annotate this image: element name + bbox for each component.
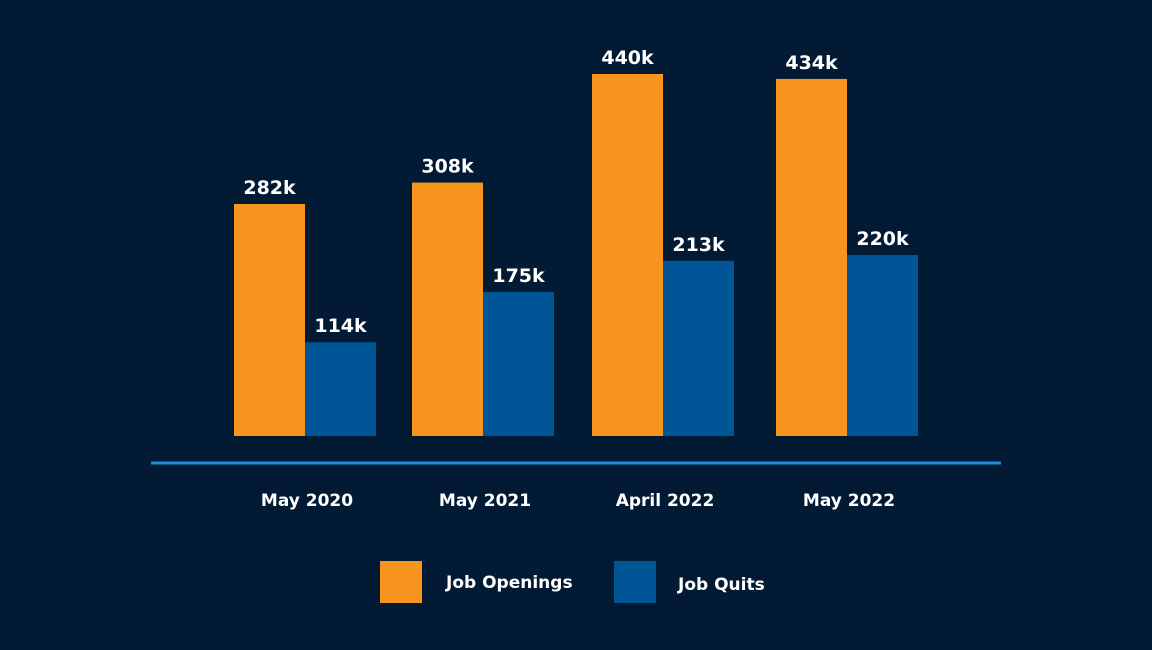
legend-label-job-quits: Job Quits (677, 575, 765, 595)
bar-job-quits (305, 342, 376, 436)
bars-layer: 282k 114k 308k 175k 440k 213k 434k 220k (234, 47, 918, 436)
x-tick-label: May 2020 (261, 491, 353, 511)
x-tick-label: April 2022 (616, 491, 715, 511)
bar-job-openings (776, 78, 847, 436)
legend-swatch-job-quits (614, 561, 656, 603)
x-tick-label: May 2021 (439, 491, 531, 511)
data-label-job-quits: 213k (672, 234, 725, 256)
legend-swatch-job-openings (380, 561, 422, 603)
bar-job-openings (592, 74, 663, 436)
legend: Job Openings Job Quits (380, 561, 765, 603)
data-label-job-quits: 114k (314, 315, 367, 337)
data-label-job-openings: 440k (601, 47, 654, 69)
x-tick-label: May 2022 (803, 491, 895, 511)
bar-job-openings (412, 182, 483, 436)
bar-job-quits (663, 260, 734, 436)
data-label-job-openings: 434k (785, 52, 838, 74)
data-label-job-quits: 220k (856, 228, 909, 250)
data-label-job-openings: 308k (421, 156, 474, 178)
data-label-job-quits: 175k (492, 265, 545, 287)
bar-job-quits (483, 292, 554, 436)
data-label-job-openings: 282k (243, 177, 296, 199)
bar-job-quits (847, 255, 918, 436)
x-tick-labels: May 2020 May 2021 April 2022 May 2022 (261, 491, 895, 511)
legend-label-job-openings: Job Openings (445, 573, 573, 593)
bar-job-openings (234, 203, 305, 436)
